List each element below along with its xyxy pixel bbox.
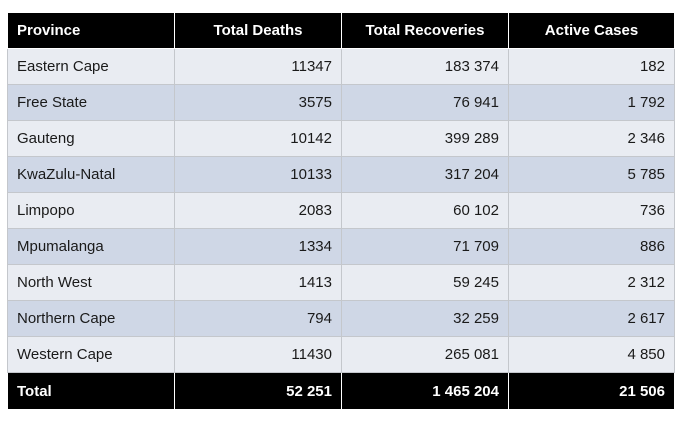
cell-total-deaths: 2083: [174, 192, 342, 229]
total-active-cases: 21 506: [508, 372, 675, 410]
cell-province: KwaZulu-Natal: [7, 156, 175, 193]
cell-total-recoveries: 265 081: [341, 336, 509, 373]
cell-active-cases: 4 850: [508, 336, 675, 373]
cell-province: Western Cape: [7, 336, 175, 373]
cell-total-recoveries: 60 102: [341, 192, 509, 229]
cell-total-deaths: 11347: [174, 48, 342, 85]
table-row: North West 1413 59 245 2 312: [7, 264, 675, 301]
header-total-recoveries: Total Recoveries: [341, 12, 509, 49]
province-stats-table: Province Total Deaths Total Recoveries A…: [7, 12, 675, 410]
cell-province: Mpumalanga: [7, 228, 175, 265]
cell-active-cases: 2 312: [508, 264, 675, 301]
cell-province: Eastern Cape: [7, 48, 175, 85]
table-row: Eastern Cape 11347 183 374 182: [7, 48, 675, 85]
cell-active-cases: 2 346: [508, 120, 675, 157]
cell-total-deaths: 794: [174, 300, 342, 337]
table-row: Free State 3575 76 941 1 792: [7, 84, 675, 121]
cell-total-deaths: 10142: [174, 120, 342, 157]
cell-province: Free State: [7, 84, 175, 121]
cell-total-deaths: 1334: [174, 228, 342, 265]
table-row: KwaZulu-Natal 10133 317 204 5 785: [7, 156, 675, 193]
header-total-deaths: Total Deaths: [174, 12, 342, 49]
cell-active-cases: 5 785: [508, 156, 675, 193]
data-table-container: Province Total Deaths Total Recoveries A…: [7, 12, 675, 410]
cell-total-deaths: 3575: [174, 84, 342, 121]
cell-active-cases: 2 617: [508, 300, 675, 337]
header-active-cases: Active Cases: [508, 12, 675, 49]
cell-total-deaths: 10133: [174, 156, 342, 193]
cell-total-recoveries: 183 374: [341, 48, 509, 85]
table-total-row: Total 52 251 1 465 204 21 506: [7, 372, 675, 410]
cell-total-recoveries: 59 245: [341, 264, 509, 301]
cell-province: Limpopo: [7, 192, 175, 229]
cell-active-cases: 182: [508, 48, 675, 85]
table-row: Gauteng 10142 399 289 2 346: [7, 120, 675, 157]
cell-province: Northern Cape: [7, 300, 175, 337]
cell-total-recoveries: 317 204: [341, 156, 509, 193]
table-row: Limpopo 2083 60 102 736: [7, 192, 675, 229]
cell-total-recoveries: 71 709: [341, 228, 509, 265]
cell-province: Gauteng: [7, 120, 175, 157]
cell-total-recoveries: 76 941: [341, 84, 509, 121]
total-label: Total: [7, 372, 175, 410]
table-row: Western Cape 11430 265 081 4 850: [7, 336, 675, 373]
cell-province: North West: [7, 264, 175, 301]
cell-active-cases: 886: [508, 228, 675, 265]
total-deaths: 52 251: [174, 372, 342, 410]
cell-total-recoveries: 399 289: [341, 120, 509, 157]
cell-active-cases: 736: [508, 192, 675, 229]
table-row: Mpumalanga 1334 71 709 886: [7, 228, 675, 265]
total-recoveries: 1 465 204: [341, 372, 509, 410]
cell-total-recoveries: 32 259: [341, 300, 509, 337]
table-header-row: Province Total Deaths Total Recoveries A…: [7, 12, 675, 49]
header-province: Province: [7, 12, 175, 49]
cell-total-deaths: 1413: [174, 264, 342, 301]
table-row: Northern Cape 794 32 259 2 617: [7, 300, 675, 337]
cell-total-deaths: 11430: [174, 336, 342, 373]
cell-active-cases: 1 792: [508, 84, 675, 121]
